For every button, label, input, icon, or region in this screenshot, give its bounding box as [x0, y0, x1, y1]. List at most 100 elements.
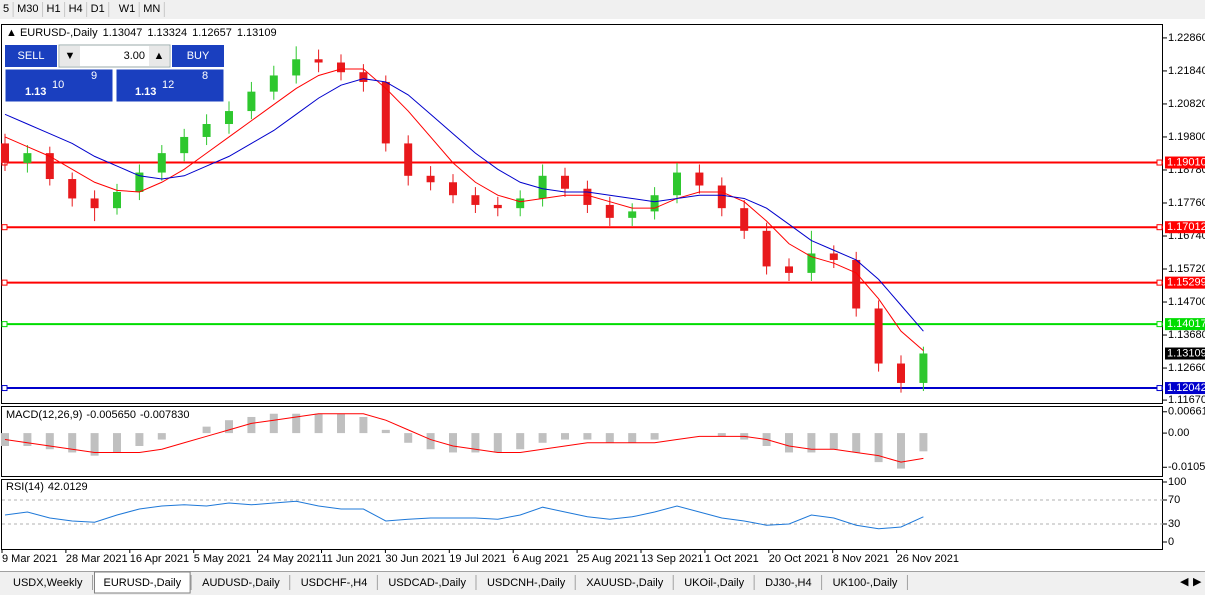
tab[interactable] [675, 572, 754, 593]
price-panel [1, 24, 1163, 404]
histogram-bar [785, 433, 793, 453]
tab-scroll-left[interactable]: ◀ [1180, 576, 1189, 588]
volume-value: 3.00 [124, 50, 145, 62]
timeframe-button[interactable]: 5 [3, 3, 9, 15]
x-tick-label: 5 May 2021 [194, 553, 251, 565]
histogram-bar [561, 433, 569, 440]
histogram-bar [45, 433, 54, 450]
histogram-bar [292, 413, 301, 434]
candle-body [605, 204, 614, 218]
y-tick-label: 1.14700 [1168, 296, 1205, 308]
candle-body [314, 59, 323, 63]
tab-label: AUDUSD-,Daily [202, 577, 280, 589]
indicator-readout: 42.0129 [48, 481, 88, 493]
x-tick-label: 25 Aug 2021 [577, 553, 639, 565]
indicator-label: RSI(14) 42.0129 [6, 481, 88, 493]
histogram-bar [650, 433, 659, 440]
candle-body [583, 188, 592, 205]
candle-body [493, 204, 502, 209]
timeframe-button[interactable]: H1 [47, 3, 61, 15]
tab[interactable] [577, 572, 673, 593]
histogram-bar [449, 433, 457, 453]
histogram-bar [897, 433, 905, 469]
volume-down[interactable] [60, 46, 80, 66]
buy-price-box[interactable] [115, 68, 225, 103]
y-tick-label: 0 [1168, 536, 1174, 548]
histogram-bar [381, 429, 390, 434]
tab-label: EURUSD-,Daily [103, 577, 181, 589]
tab-label: USDCNH-,Daily [487, 577, 566, 589]
candle-body [807, 253, 816, 273]
candle-body [68, 179, 77, 199]
sell-button[interactable] [5, 45, 57, 67]
tab[interactable] [4, 572, 92, 593]
tab[interactable] [756, 572, 821, 593]
y-tick-label: 30 [1168, 518, 1180, 530]
tab[interactable] [379, 572, 475, 593]
histogram-bar [605, 433, 614, 443]
volume-box[interactable] [58, 44, 171, 68]
candle-body [874, 308, 883, 364]
level-label: 1.19010 [1167, 156, 1205, 168]
candle-body [269, 75, 278, 92]
tab[interactable] [193, 572, 289, 593]
level-handle [1, 321, 8, 328]
sell-price-box[interactable] [4, 68, 114, 103]
buy-price-big: 12 [162, 79, 174, 91]
histogram-bar [404, 433, 413, 443]
candle-body [717, 185, 726, 209]
tab[interactable] [291, 572, 377, 593]
rsi-panel [1, 479, 1163, 550]
x-tick-label: 13 Sep 2021 [641, 553, 703, 565]
tab[interactable] [477, 572, 575, 593]
tab[interactable] [823, 572, 907, 593]
candle-body [180, 136, 189, 154]
candle-body [157, 153, 166, 173]
timeframe-button[interactable]: D1 [91, 3, 105, 15]
sell-price-prefix: 1.13 [25, 86, 46, 98]
level-label: 1.12042 [1167, 382, 1205, 394]
symbol-name: EURUSD-,Daily [20, 27, 98, 39]
timeframe-button[interactable]: W1 [119, 3, 136, 15]
toolbar [0, 0, 1205, 19]
candle-body [247, 91, 256, 112]
y-tick-label: 1.15720 [1168, 263, 1205, 275]
level-handle [1156, 385, 1163, 392]
candle-body [292, 59, 301, 76]
buy-button[interactable] [172, 45, 224, 67]
level-tag [1165, 221, 1205, 234]
y-tick-label: 1.11670 [1168, 394, 1205, 406]
volume-up[interactable] [149, 46, 169, 66]
header-value: 1.13324 [147, 27, 187, 39]
candle-body [673, 172, 681, 196]
buy-label: BUY [187, 50, 210, 62]
timeframe-button[interactable]: H4 [69, 3, 83, 15]
histogram-bar [493, 433, 502, 453]
sell-price-big: 10 [52, 79, 64, 91]
y-tick-label: 70 [1168, 494, 1180, 506]
candle-body [762, 230, 771, 267]
candle-body [829, 253, 838, 260]
candle-body [202, 124, 211, 137]
timeframe-button[interactable]: MN [143, 3, 160, 15]
x-tick-label: 11 Jun 2021 [322, 553, 382, 565]
level-handle [1156, 279, 1163, 286]
buy-price-prefix: 1.13 [135, 86, 156, 98]
y-tick-label: -0.010594 [1168, 461, 1205, 473]
histogram-bar [807, 433, 816, 453]
candle-body [45, 153, 54, 180]
histogram-bar [538, 433, 547, 443]
header-value: 1.13047 [103, 27, 143, 39]
histogram-bar [874, 433, 883, 463]
tab-scroll-right[interactable]: ▶ [1193, 576, 1202, 588]
active-tab[interactable] [93, 571, 191, 594]
level-tag [1165, 156, 1205, 169]
candle-body [381, 81, 390, 144]
y-tick-label: 1.21840 [1168, 65, 1205, 77]
timeframe-button[interactable]: M30 [17, 3, 38, 15]
candle-body [471, 195, 480, 205]
level-handle [1, 385, 8, 392]
histogram-bar [23, 433, 32, 446]
x-tick-label: 30 Jun 2021 [385, 553, 446, 565]
